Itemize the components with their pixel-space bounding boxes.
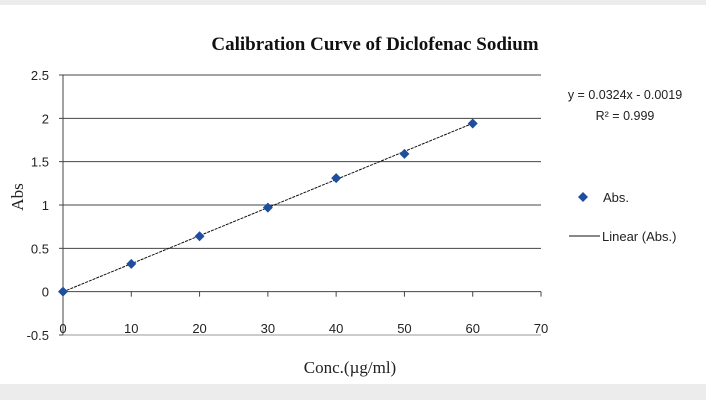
data-point	[194, 231, 205, 242]
chart-title: Calibration Curve of Diclofenac Sodium	[211, 34, 538, 55]
legend-trendline-label: Linear (Abs.)	[602, 229, 676, 244]
y-tick-label: 0	[42, 285, 49, 300]
x-tick-label: 60	[465, 321, 479, 336]
legend-series-label: Abs.	[603, 190, 629, 205]
y-tick-label: 2.5	[31, 68, 49, 83]
legend-diamond-marker	[578, 192, 588, 202]
x-tick-labels: 0 10 20 30 40 50 60 70	[59, 321, 548, 336]
data-point	[262, 202, 273, 213]
data-points	[58, 118, 478, 297]
y-tick-label: 2	[42, 111, 49, 126]
y-axis-label: Abs	[8, 183, 27, 210]
chart-svg: Calibration Curve of Diclofenac Sodium -…	[8, 34, 682, 377]
x-tick-label: 10	[124, 321, 138, 336]
x-tick-label: 20	[192, 321, 206, 336]
data-point	[399, 148, 410, 159]
y-tick-label: 1.5	[31, 155, 49, 170]
y-tick-labels: -0.5 0 0.5 1 1.5 2 2.5	[27, 68, 49, 343]
data-point	[467, 118, 478, 129]
data-point	[126, 258, 137, 269]
chart-panel: Calibration Curve of Diclofenac Sodium -…	[0, 5, 706, 384]
trendline-equation: y = 0.0324x - 0.0019	[568, 88, 682, 102]
data-point	[58, 286, 68, 297]
x-tick-label: 40	[329, 321, 343, 336]
data-point	[331, 173, 342, 184]
gridlines	[63, 74, 541, 249]
y-tick-label: -0.5	[27, 328, 49, 343]
legend: Abs. Linear (Abs.)	[569, 190, 676, 244]
y-tick-label: 1	[42, 198, 49, 213]
x-tick-label: 30	[261, 321, 275, 336]
y-tick-label: 0.5	[31, 241, 49, 256]
x-tick-label: 70	[534, 321, 548, 336]
x-tick-label: 50	[397, 321, 411, 336]
x-tick-label: 0	[59, 321, 66, 336]
x-axis-label: Conc.(µg/ml)	[304, 358, 396, 377]
r-squared-label: R² = 0.999	[596, 109, 655, 123]
